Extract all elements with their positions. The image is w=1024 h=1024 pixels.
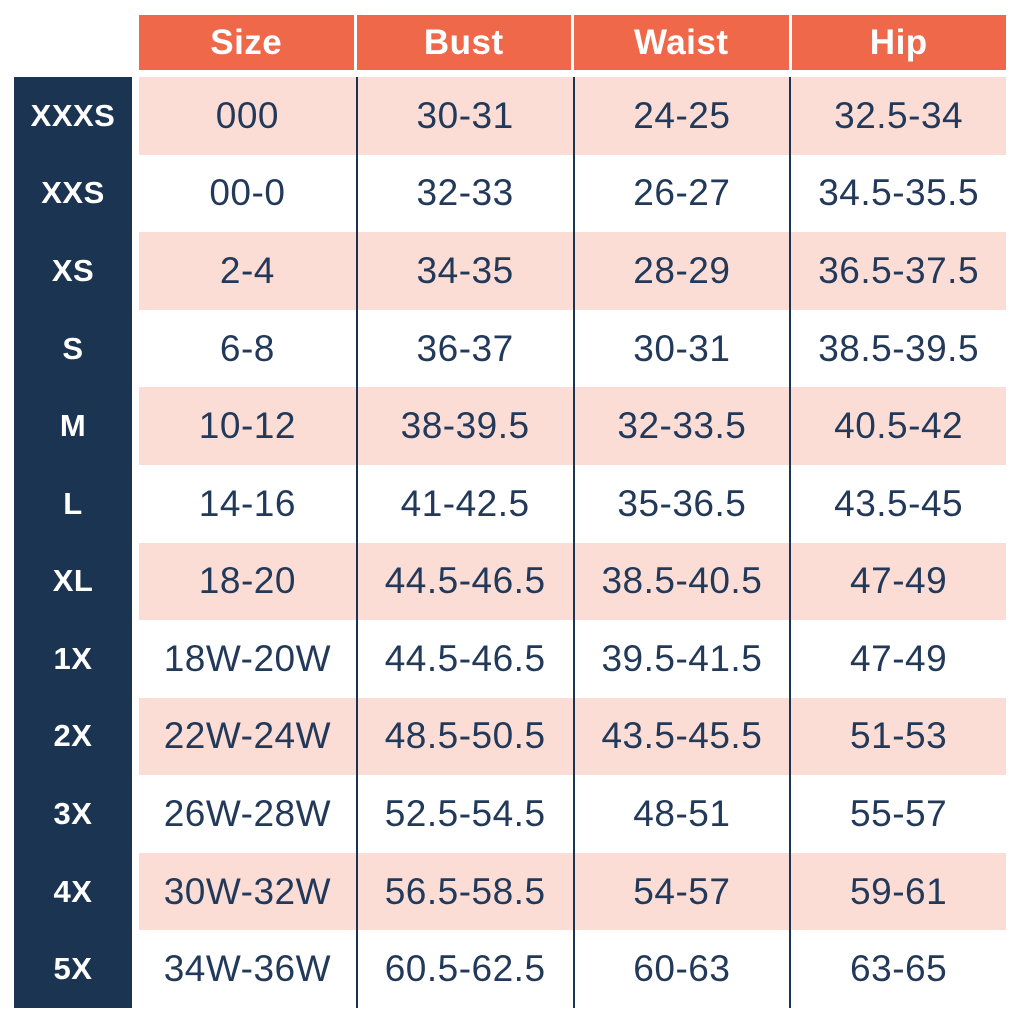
table-cell: 40.5-42 (789, 387, 1006, 465)
row-label-2x: 2X (53, 718, 93, 754)
table-row: 30W-32W 56.5-58.5 54-57 59-61 (139, 852, 1006, 931)
table-cell: 38-39.5 (355, 387, 573, 465)
table-cell: 43.5-45.5 (572, 697, 790, 776)
table-cell: 26-27 (572, 154, 790, 233)
table-cell: 60.5-62.5 (355, 930, 573, 1008)
table-cell: 38.5-40.5 (572, 542, 790, 621)
table-cell: 18-20 (198, 560, 296, 602)
table-cell: 55-57 (789, 775, 1006, 853)
row-label-xl: XL (52, 563, 94, 599)
table-cell: 28-29 (572, 232, 790, 310)
table-cell: 48.5-50.5 (355, 697, 573, 776)
table-row: 14-16 41-42.5 35-36.5 43.5-45 (139, 464, 1006, 543)
table-row: 18-20 44.5-46.5 38.5-40.5 47-49 (139, 542, 1006, 621)
row-label-4x: 4X (53, 873, 93, 909)
table-row: 22W-24W 48.5-50.5 43.5-45.5 51-53 (139, 697, 1006, 776)
table-cell: 54-57 (572, 852, 790, 931)
row-label-xxxs: XXXS (30, 97, 116, 133)
table-cell: 52.5-54.5 (355, 775, 573, 853)
table-cell: 51-53 (789, 697, 1006, 776)
table-row: 18W-20W 44.5-46.5 39.5-41.5 47-49 (139, 620, 1006, 698)
table-cell: 26W-28W (163, 793, 332, 835)
table-cell: 38.5-39.5 (789, 309, 1006, 388)
table-cell: 30-31 (355, 77, 573, 155)
table-cell: 34.5-35.5 (789, 154, 1006, 233)
row-label-1x: 1X (53, 640, 93, 676)
table-cell: 34W-36W (163, 948, 332, 990)
table-cell: 60-63 (572, 930, 790, 1008)
table-row: 26W-28W 52.5-54.5 48-51 55-57 (139, 775, 1006, 853)
row-label-xxs: XXS (41, 175, 105, 211)
table-cell: 14-16 (198, 482, 296, 524)
table-cell: 44.5-46.5 (355, 542, 573, 621)
table-cell: 6-8 (219, 327, 275, 369)
table-cell: 59-61 (789, 852, 1006, 931)
table-cell: 32.5-34 (789, 77, 1006, 155)
table-cell: 22W-24W (163, 715, 332, 757)
table-row: 10-12 38-39.5 32-33.5 40.5-42 (139, 387, 1006, 465)
table-cell: 44.5-46.5 (355, 620, 573, 698)
table-cell: 32-33.5 (572, 387, 790, 465)
column-header-bust: Bust (356, 15, 571, 70)
table-body: 000 30-31 24-25 32.5-34 00-0 32-33 26-27 34.5-3… (139, 77, 1006, 1008)
table-cell: 35-36.5 (572, 464, 790, 543)
table-cell: 24-25 (572, 77, 790, 155)
table-cell: 34-35 (355, 232, 573, 310)
table-cell: 56.5-58.5 (355, 852, 573, 931)
column-header-waist: Waist (574, 15, 789, 70)
table-row: 000 30-31 24-25 32.5-34 (139, 77, 1006, 155)
size-label-column: XXXS XXS XS S M L XL 1X 2X 3X 4X 5X (14, 77, 132, 1008)
table-row: 2-4 34-35 28-29 36.5-37.5 (139, 232, 1006, 310)
table-cell: 63-65 (789, 930, 1006, 1008)
table-cell: 41-42.5 (355, 464, 573, 543)
row-label-3x: 3X (53, 795, 93, 831)
column-header-hip: Hip (791, 15, 1006, 70)
row-label-l: L (63, 485, 83, 521)
table-cell: 43.5-45 (789, 464, 1006, 543)
row-label-xs: XS (51, 252, 95, 288)
row-label-5x: 5X (53, 951, 93, 987)
table-header-row: Size Bust Waist Hip (139, 15, 1006, 70)
table-cell: 000 (215, 94, 279, 136)
row-label-s: S (62, 330, 84, 366)
table-cell: 47-49 (789, 620, 1006, 698)
table-cell: 30W-32W (163, 870, 332, 912)
table-cell: 36.5-37.5 (789, 232, 1006, 310)
row-label-m: M (59, 408, 87, 444)
table-cell: 30-31 (572, 309, 790, 388)
table-cell: 10-12 (198, 405, 296, 447)
table-cell: 39.5-41.5 (572, 620, 790, 698)
table-cell: 36-37 (355, 309, 573, 388)
table-row: 6-8 36-37 30-31 38.5-39.5 (139, 309, 1006, 388)
table-row: 00-0 32-33 26-27 34.5-35.5 (139, 154, 1006, 233)
table-cell: 18W-20W (163, 637, 332, 679)
column-header-size: Size (139, 15, 354, 70)
table-cell: 2-4 (219, 249, 275, 291)
table-cell: 48-51 (572, 775, 790, 853)
table-row: 34W-36W 60.5-62.5 60-63 63-65 (139, 930, 1006, 1008)
table-cell: 47-49 (789, 542, 1006, 621)
table-cell: 32-33 (355, 154, 573, 233)
table-cell: 00-0 (209, 172, 286, 214)
